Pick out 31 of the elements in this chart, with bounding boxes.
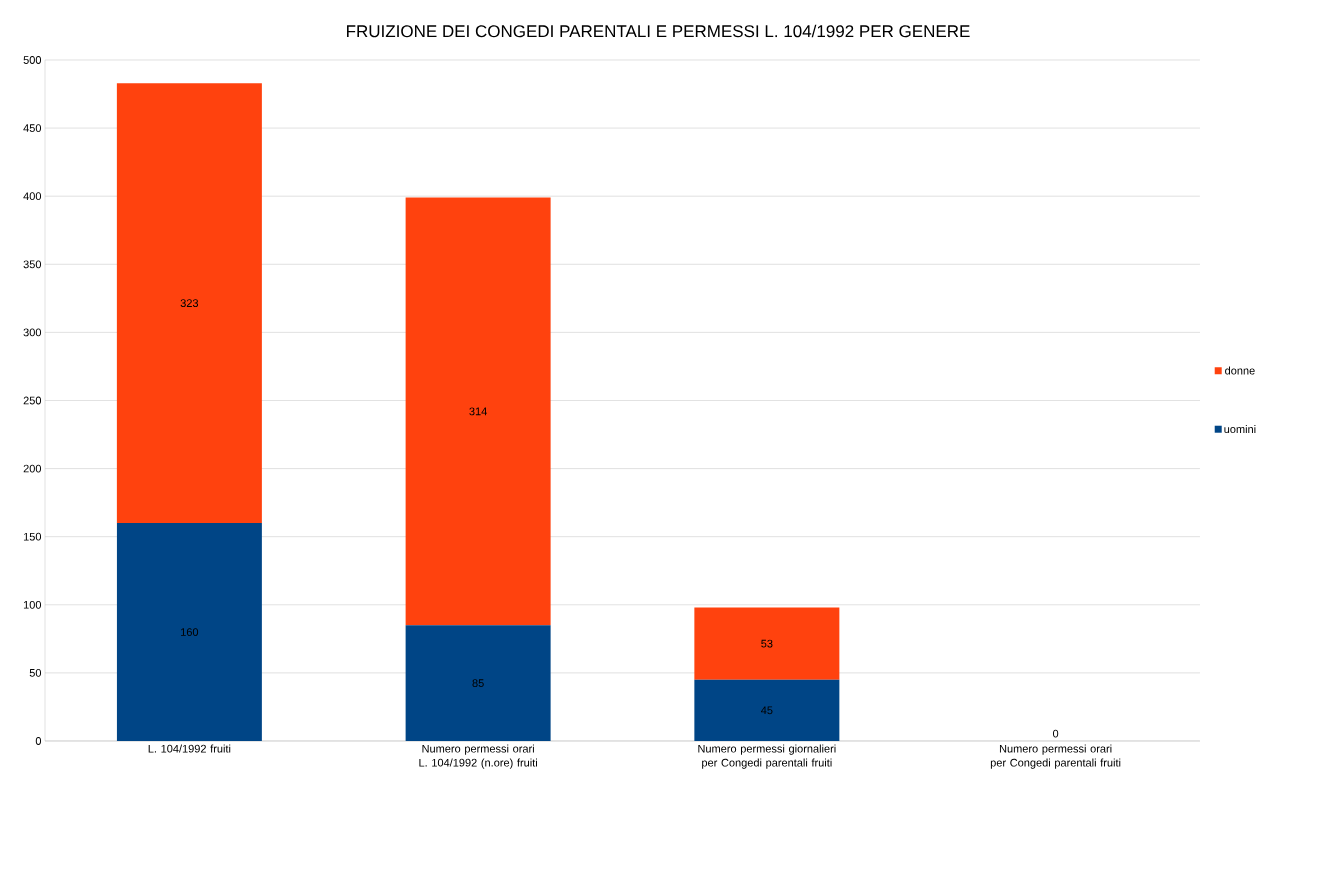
x-tick-label: Numero permessi orari per Congedi parentali fruiti bbox=[990, 744, 1121, 769]
y-tick-label: 150 bbox=[23, 532, 42, 541]
x-tick-label: Numero permessi giornalieri per Congedi parentali fruiti bbox=[698, 744, 836, 769]
data-label: 160 bbox=[181, 628, 199, 636]
y-tick-label: 400 bbox=[23, 192, 42, 201]
legend-label: donne bbox=[1225, 366, 1255, 375]
data-label: 85 bbox=[472, 679, 484, 687]
y-tick-label: 200 bbox=[23, 464, 42, 473]
bar bbox=[405, 197, 551, 626]
chart-title: FRUIZIONE DEI CONGEDI PARENTALI E PERMESSI L. 104/1992 PER GENERE bbox=[347, 24, 970, 38]
y-tick-label: 100 bbox=[23, 600, 42, 609]
x-tick-label: Numero permessi orari L. 104/1992 (n.ore) fruiti bbox=[419, 744, 537, 769]
y-tick-label: 500 bbox=[23, 56, 42, 64]
data-label: 53 bbox=[761, 639, 773, 648]
y-tick-label: 450 bbox=[23, 124, 42, 132]
y-tick-label: 0 bbox=[35, 737, 42, 745]
bar bbox=[405, 625, 551, 741]
bar bbox=[116, 83, 262, 524]
y-tick-label: 250 bbox=[23, 396, 42, 405]
legend-label: uomini bbox=[1224, 424, 1256, 434]
bar bbox=[694, 607, 840, 680]
y-tick-label: 300 bbox=[23, 328, 42, 337]
bar bbox=[116, 523, 262, 741]
y-tick-label: 350 bbox=[23, 260, 42, 269]
data-label: 45 bbox=[761, 706, 773, 715]
x-tick-label: L. 104/1992 fruiti bbox=[148, 744, 231, 753]
data-label: 323 bbox=[180, 299, 199, 307]
y-tick-label: 50 bbox=[29, 669, 42, 677]
data-label: 314 bbox=[469, 407, 487, 416]
data-label: 0 bbox=[1052, 729, 1059, 738]
bar bbox=[694, 679, 840, 741]
